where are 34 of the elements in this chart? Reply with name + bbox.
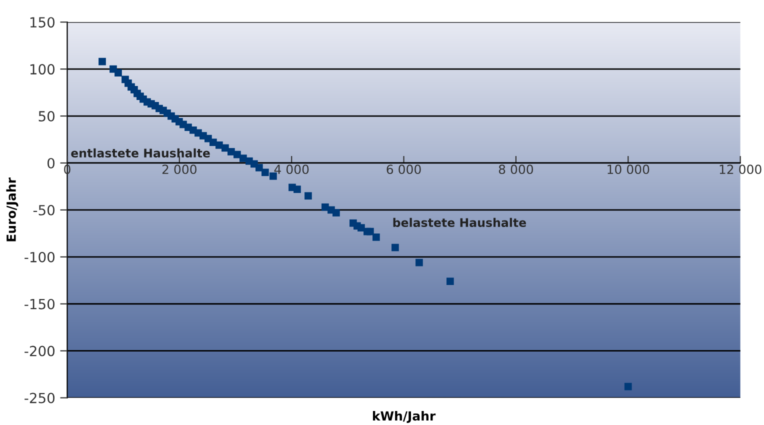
y-tick-label: 100 (30, 64, 55, 75)
point (304, 192, 312, 200)
x-axis-title: kWh/Jahr (372, 410, 436, 423)
x-tick-label: 6 000 (386, 164, 421, 174)
point (114, 69, 122, 76)
x-tick-label: 8 000 (498, 164, 534, 174)
y-tick-label: 50 (38, 110, 55, 122)
y-tick-label: -250 (24, 392, 55, 404)
annotation: belastete Haushalte (393, 218, 526, 228)
x-tick-label: 12 000 (720, 164, 762, 174)
point (256, 164, 263, 172)
x-tick-label: 2 000 (162, 164, 196, 174)
x-tick-label: 10 000 (608, 164, 650, 174)
point (624, 382, 632, 390)
y-tick-label: -100 (24, 252, 55, 262)
x-tick-label: 0 (64, 164, 70, 174)
annotation: entlastete Haushalte (71, 148, 210, 158)
y-tick-label: -150 (24, 298, 55, 310)
point (392, 244, 399, 252)
y-tick-label: -200 (24, 346, 55, 356)
point (262, 168, 269, 176)
point (358, 224, 365, 232)
x-tick-label: 4 000 (274, 164, 309, 174)
point (270, 172, 277, 180)
y-tick-label: -50 (33, 204, 55, 216)
point (416, 258, 423, 266)
point (372, 234, 380, 241)
y-tick-label: 150 (30, 17, 55, 28)
point (98, 58, 106, 66)
point (366, 228, 374, 236)
y-axis-title: Euro/Jahr (6, 178, 18, 242)
point (294, 186, 301, 193)
point (332, 209, 340, 216)
point (446, 278, 454, 286)
